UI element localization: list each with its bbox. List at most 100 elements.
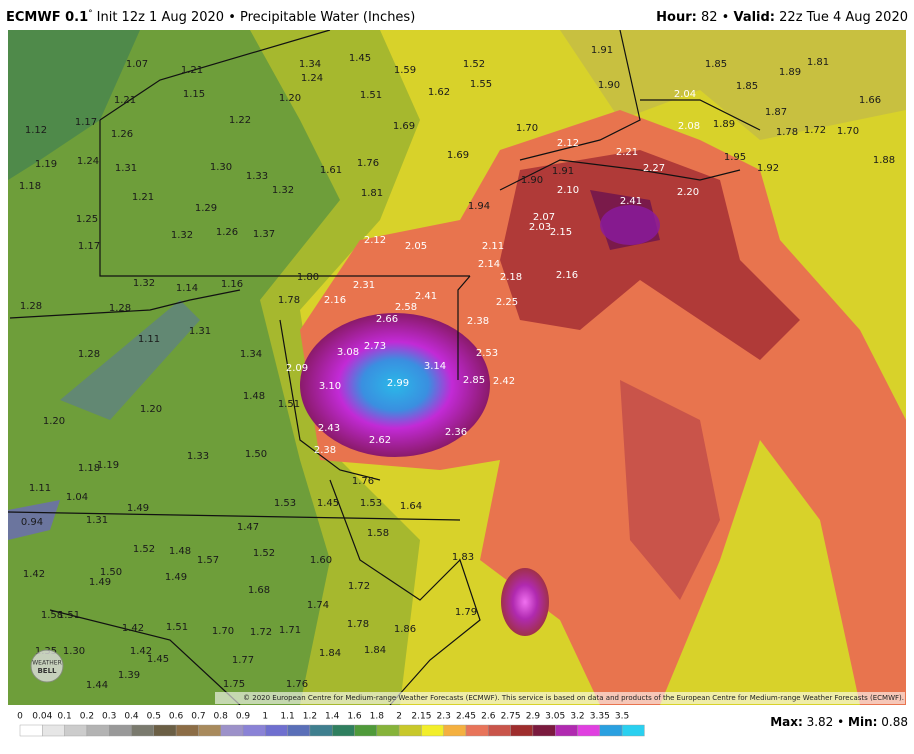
station-value: 1.80	[297, 272, 319, 283]
station-value: 1.12	[25, 125, 47, 136]
station-value: 1.94	[468, 201, 490, 212]
colorbar-label: 0.04	[32, 712, 52, 722]
station-value: 1.45	[349, 53, 371, 64]
colorbar-label: 0.3	[102, 712, 116, 722]
copyright: © 2020 European Centre for Medium-range …	[243, 694, 904, 702]
station-value: 1.14	[176, 283, 198, 294]
station-value: 1.29	[195, 203, 217, 214]
station-value: 3.10	[319, 381, 341, 392]
station-value: 2.18	[500, 272, 522, 283]
colorbar-label: 1.2	[303, 712, 317, 722]
sep: •	[837, 715, 844, 729]
max-key: Max:	[770, 715, 803, 729]
colorbar-swatch	[220, 724, 244, 737]
station-value: 1.84	[364, 645, 386, 656]
colorbar-label: 0.6	[169, 712, 184, 722]
station-value: 1.39	[118, 670, 140, 681]
station-value: 1.51	[278, 399, 300, 410]
station-value: 1.74	[307, 600, 329, 611]
station-value: 1.07	[126, 59, 148, 70]
station-value: 1.90	[598, 80, 620, 91]
station-value: 1.51	[360, 90, 382, 101]
colorbar-swatch	[532, 724, 556, 737]
station-value: 1.88	[873, 155, 895, 166]
station-value: 1.25	[76, 214, 98, 225]
station-value: 1.87	[765, 107, 787, 118]
colorbar-swatch	[376, 724, 400, 737]
colorbar-label: 0.2	[80, 712, 94, 722]
degree: °	[88, 9, 93, 19]
station-value: 2.10	[557, 185, 579, 196]
station-value: 2.53	[476, 348, 498, 359]
station-value: 1.47	[237, 522, 259, 533]
station-value: 1.18	[19, 181, 41, 192]
valid: 22z Tue 4 Aug 2020	[779, 10, 908, 25]
colorbar-label: 2.3	[437, 712, 451, 722]
station-value: 1.81	[807, 57, 829, 68]
station-value: 1.55	[470, 79, 492, 90]
station-value: 1.91	[591, 45, 613, 56]
colorbar-swatch	[309, 724, 333, 737]
station-value: 1.31	[115, 163, 137, 174]
station-value: 1.85	[736, 81, 758, 92]
station-value: 1.53	[274, 498, 296, 509]
station-value: 2.42	[493, 376, 515, 387]
station-value: 2.05	[405, 241, 427, 252]
station-value: 1.86	[394, 624, 416, 635]
station-value: 1.21	[181, 65, 203, 76]
colorbar: 0 0.04 0.1 0.2 0.3 0.4 0.5 0.6 0.7 0.8 0.9 1 1.1 1.2 1…	[17, 712, 645, 737]
colorbar-swatch	[510, 724, 534, 737]
station-value: 2.12	[364, 235, 386, 246]
hour-key: Hour:	[656, 10, 697, 25]
station-value: 1.69	[447, 150, 469, 161]
station-value: 2.04	[674, 89, 696, 100]
station-value: 1.68	[248, 585, 270, 596]
station-value: 1.70	[212, 626, 234, 637]
station-value: 1.24	[301, 73, 323, 84]
station-value: 1.66	[859, 95, 881, 106]
colorbar-label: 0	[17, 712, 23, 722]
station-value: 1.51	[58, 610, 80, 621]
station-value: 1.58	[41, 610, 63, 621]
station-value: 1.16	[221, 279, 243, 290]
station-value: 2.36	[445, 427, 467, 438]
station-value: 1.77	[232, 655, 254, 666]
station-value: 2.25	[496, 297, 518, 308]
station-value: 1.60	[310, 555, 332, 566]
colorbar-label: 2.45	[456, 712, 476, 722]
station-value: 2.03	[529, 222, 551, 233]
station-value: 1.61	[320, 165, 342, 176]
station-value: 1.72	[348, 581, 370, 592]
station-value: 2.41	[415, 291, 437, 302]
colorbar-label: 0.4	[124, 712, 139, 722]
colorbar-label: 1.4	[325, 712, 340, 722]
station-value: 1.42	[130, 646, 152, 657]
station-value: 2.16	[556, 270, 578, 281]
station-value: 2.08	[678, 121, 700, 132]
colorbar-label: 0.1	[57, 712, 71, 722]
station-value: 1.32	[272, 185, 294, 196]
station-value: 1.62	[428, 87, 450, 98]
colorbar-swatch	[265, 724, 288, 737]
station-value: 1.70	[516, 123, 538, 134]
station-value: 1.30	[210, 162, 232, 173]
colorbar-swatch	[488, 724, 511, 737]
station-value: 1.18	[78, 463, 100, 474]
station-value: 1.64	[400, 501, 422, 512]
station-value: 1.50	[100, 567, 122, 578]
station-value: 1.49	[127, 503, 149, 514]
header-bar	[0, 0, 914, 30]
sep: •	[722, 10, 730, 25]
colorbar-swatch	[19, 724, 43, 737]
valid-key: Valid:	[733, 10, 775, 25]
station-value: 1.81	[361, 188, 383, 199]
station-value: 1.91	[552, 166, 574, 177]
station-value: 1.04	[66, 492, 88, 503]
colorbar-label: 0.7	[191, 712, 205, 722]
model: ECMWF 0.1	[6, 10, 88, 25]
colorbar-label: 1.1	[280, 712, 294, 722]
min-key: Min:	[848, 715, 877, 729]
station-value: 1.95	[724, 152, 746, 163]
station-values: 1.07 1.21 1.34 1.24 1.45 1.59 1.52 1.55 1.62 1.51…	[19, 45, 895, 691]
